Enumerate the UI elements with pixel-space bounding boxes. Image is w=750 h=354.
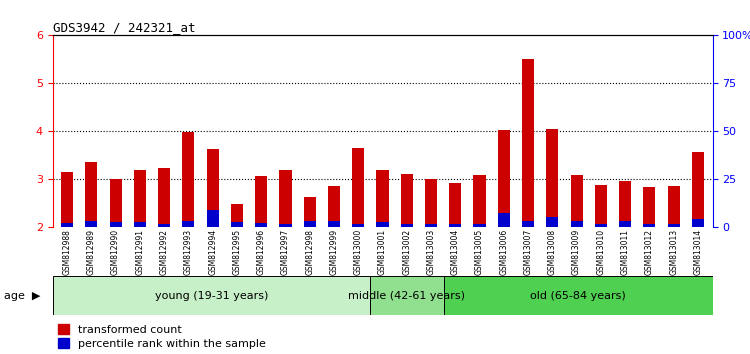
Bar [206, 149, 219, 227]
Text: GSM812998: GSM812998 [305, 229, 314, 275]
Bar [449, 183, 461, 227]
Bar [328, 186, 340, 227]
Text: GSM813010: GSM813010 [596, 229, 605, 275]
Text: young (19-31 years): young (19-31 years) [154, 291, 268, 301]
Bar [571, 175, 583, 227]
Bar [182, 132, 194, 227]
Bar [449, 224, 461, 227]
Bar [304, 197, 316, 227]
Text: GSM812992: GSM812992 [160, 229, 169, 275]
Bar [352, 224, 364, 227]
Text: middle (42-61 years): middle (42-61 years) [349, 291, 466, 301]
Bar [473, 175, 485, 227]
Text: GSM812995: GSM812995 [232, 229, 242, 275]
Bar [61, 172, 74, 227]
Bar [53, 276, 370, 315]
Text: GSM813012: GSM813012 [645, 229, 654, 275]
Legend: transformed count, percentile rank within the sample: transformed count, percentile rank withi… [58, 324, 266, 349]
Text: GSM813004: GSM813004 [451, 229, 460, 275]
Bar [304, 221, 316, 227]
Bar [425, 179, 437, 227]
Bar [206, 210, 219, 227]
Bar [279, 170, 292, 227]
Text: GSM812997: GSM812997 [281, 229, 290, 275]
Bar [619, 221, 632, 227]
Bar [522, 59, 534, 227]
Bar [546, 129, 559, 227]
Bar [692, 219, 704, 227]
Bar [644, 224, 656, 227]
Bar [443, 276, 712, 315]
Bar [255, 223, 267, 227]
Bar [619, 181, 632, 227]
Bar [473, 224, 485, 227]
Text: GSM813008: GSM813008 [548, 229, 556, 275]
Text: GSM813002: GSM813002 [402, 229, 411, 275]
Bar [370, 276, 443, 315]
Text: GSM813001: GSM813001 [378, 229, 387, 275]
Bar [498, 130, 510, 227]
Text: GSM812988: GSM812988 [62, 229, 71, 275]
Bar [352, 148, 364, 227]
Text: GSM813014: GSM813014 [694, 229, 703, 275]
Bar [134, 170, 146, 227]
Bar [376, 222, 388, 227]
Bar [692, 153, 704, 227]
Text: GSM812994: GSM812994 [209, 229, 218, 275]
Bar [425, 224, 437, 227]
Bar [595, 224, 607, 227]
Text: GSM812990: GSM812990 [111, 229, 120, 275]
Text: GSM813006: GSM813006 [500, 229, 508, 275]
Text: old (65-84 years): old (65-84 years) [530, 291, 626, 301]
Bar [522, 221, 534, 227]
Bar [498, 213, 510, 227]
Bar [182, 221, 194, 227]
Text: GSM812989: GSM812989 [87, 229, 96, 275]
Bar [134, 222, 146, 227]
Bar [279, 224, 292, 227]
Bar [231, 222, 243, 227]
Bar [668, 186, 680, 227]
Text: GDS3942 / 242321_at: GDS3942 / 242321_at [53, 21, 195, 34]
Text: GSM812991: GSM812991 [135, 229, 144, 275]
Bar [110, 179, 122, 227]
Bar [328, 221, 340, 227]
Text: GSM813000: GSM813000 [354, 229, 363, 275]
Text: GSM813007: GSM813007 [524, 229, 532, 275]
Text: GSM813005: GSM813005 [475, 229, 484, 275]
Bar [376, 170, 388, 227]
Bar [110, 222, 122, 227]
Text: GSM812999: GSM812999 [329, 229, 338, 275]
Text: GSM813013: GSM813013 [669, 229, 678, 275]
Text: age  ▶: age ▶ [4, 291, 40, 301]
Bar [158, 168, 170, 227]
Bar [546, 217, 559, 227]
Bar [668, 224, 680, 227]
Bar [255, 176, 267, 227]
Bar [400, 174, 412, 227]
Bar [86, 221, 98, 227]
Text: GSM812993: GSM812993 [184, 229, 193, 275]
Bar [400, 224, 412, 227]
Bar [158, 224, 170, 227]
Bar [595, 184, 607, 227]
Text: GSM813011: GSM813011 [621, 229, 630, 275]
Bar [231, 204, 243, 227]
Bar [644, 187, 656, 227]
Bar [61, 223, 74, 227]
Text: GSM813009: GSM813009 [572, 229, 581, 275]
Text: GSM812996: GSM812996 [256, 229, 265, 275]
Bar [86, 162, 98, 227]
Text: GSM813003: GSM813003 [427, 229, 436, 275]
Bar [571, 221, 583, 227]
